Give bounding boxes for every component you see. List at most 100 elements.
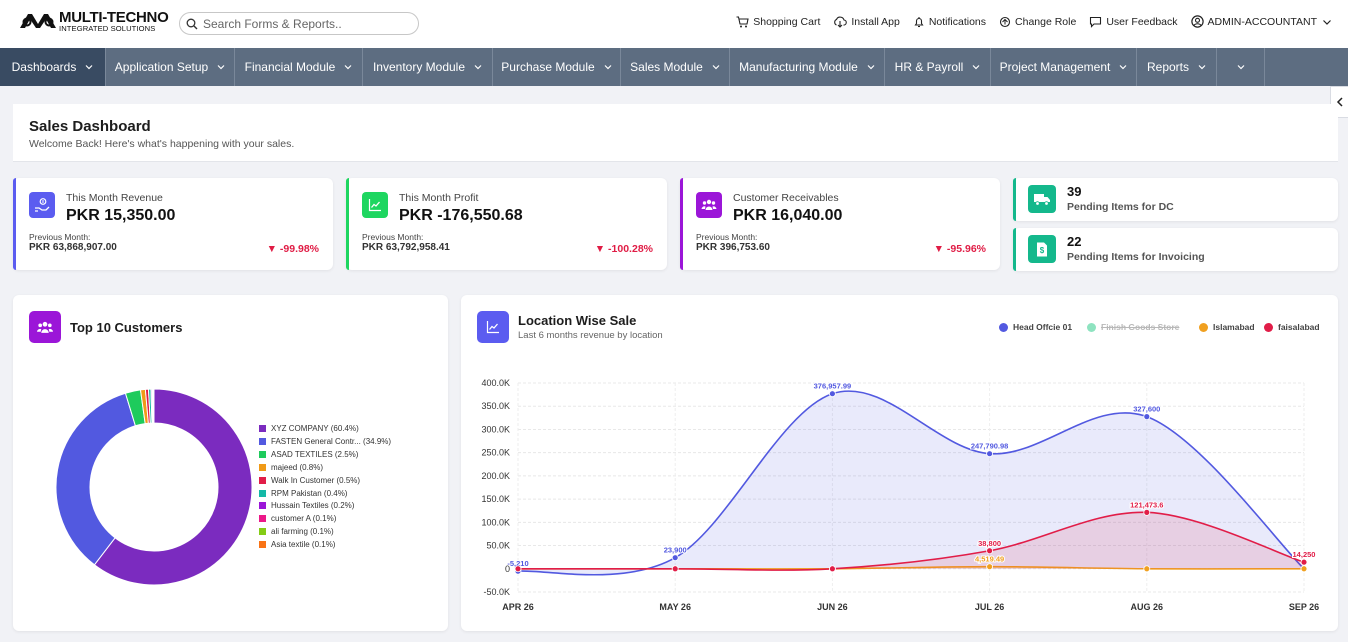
location-sale-chart[interactable]: -50.0K 0 50.0K 100.0K 150.0K 200.0K 250.0K 300.… [461,295,1338,631]
legend-item[interactable]: Hussain Textiles (0.2%) [259,501,354,510]
nav-application-setup[interactable]: Application Setup [106,48,235,86]
data-point[interactable] [1143,565,1151,573]
data-point[interactable] [1143,413,1151,421]
pending-invoicing-card[interactable]: $ 22 Pending Items for Invoicing [1013,228,1338,271]
install-app-label: Install App [851,15,900,28]
legend-item[interactable]: Finish Goods Store [1087,322,1179,332]
legend-item[interactable]: XYZ COMPANY (60.4%) [259,424,359,433]
legend-label: Head Offcie 01 [1013,322,1073,332]
change-role-link[interactable]: Change Role [999,16,1076,28]
nav-manufacturing-module[interactable]: Manufacturing Module [730,48,885,86]
customers-donut-chart[interactable] [43,380,283,600]
legend-label: faisalabad [1278,322,1320,332]
donut-slice[interactable] [152,388,155,424]
pending-dc-card[interactable]: 39 Pending Items for DC [1013,178,1338,221]
legend-swatch [259,541,266,549]
data-label: 23,900 [664,546,687,555]
data-point[interactable] [1300,565,1308,573]
data-point[interactable] [1143,508,1151,516]
legend-item[interactable]: ali farming (0.1%) [259,527,334,536]
search-input[interactable] [203,16,403,31]
kpi-accent-bar [346,178,349,270]
notifications-link[interactable]: Notifications [913,16,986,28]
nav-reports[interactable]: Reports [1137,48,1217,86]
change-role-label: Change Role [1015,15,1077,28]
nav-sales-module[interactable]: Sales Module [621,48,730,86]
install-app-link[interactable]: Install App [833,15,900,28]
chevron-down-icon [867,65,875,70]
data-point[interactable] [986,547,993,555]
nav-label: Sales Module [630,60,703,74]
data-point[interactable] [671,554,679,562]
data-point[interactable] [828,565,836,573]
legend-item[interactable]: Walk In Customer (0.5%) [259,476,360,485]
refresh-icon [999,16,1011,27]
legend-item[interactable]: FASTEN General Contr... (34.9%) [259,437,391,446]
user-menu[interactable]: ADMIN-ACCOUNTANT [1190,15,1336,28]
legend-item[interactable]: faisalabad [1264,322,1320,332]
logo-mark-icon [20,14,56,29]
cart-icon [736,15,749,27]
legend-item[interactable]: customer A (0.1%) [259,514,336,523]
y-tick-label: 250.0K [481,448,510,458]
x-tick-label: MAY 26 [659,602,691,612]
donut-slice[interactable] [93,388,253,586]
user-feedback-link[interactable]: User Feedback [1089,16,1178,28]
logo-name: MULTI-TECHNO [59,9,169,26]
series-line[interactable] [517,511,1305,571]
data-point[interactable] [828,390,836,398]
data-point[interactable] [986,450,993,458]
user-role-label: ADMIN-ACCOUNTANT [1207,15,1317,28]
legend-label: RPM Pakistan (0.4%) [271,488,348,498]
nav-purchase-module[interactable]: Purchase Module [493,48,621,86]
app-logo[interactable]: MULTI-TECHNO INTEGRATED SOLUTIONS [18,9,169,33]
legend-label: ali farming (0.1%) [271,527,334,537]
bell-icon [914,16,924,27]
search-box[interactable] [179,12,419,35]
legend-swatch [259,437,266,445]
legend-item[interactable]: Head Offcie 01 [999,322,1072,332]
legend-item[interactable]: ASAD TEXTILES (2.5%) [259,450,358,459]
data-point[interactable] [671,565,679,573]
shopping-cart-link[interactable]: Shopping Cart [736,16,820,28]
top-customers-card: Top 10 Customers XYZ COMPANY (60.4%) FAST… [13,295,448,631]
chevron-down-icon [217,65,225,70]
nav-label: Project Management [999,60,1111,74]
legend-swatch [259,476,266,484]
nav-dashboards[interactable]: Dashboards [0,48,106,86]
legend-item[interactable]: majeed (0.8%) [259,463,323,472]
kpi-prev-value: PKR 63,868,907.00 [29,242,117,253]
kpi-change: ▼ -100.28% [594,243,653,255]
data-point[interactable] [514,565,522,573]
x-tick-label: SEP 26 [1289,602,1319,612]
nav-label: HR & Payroll [894,60,964,74]
nav-project-management[interactable]: Project Management [991,48,1137,86]
y-tick-label: 300.0K [481,424,510,434]
legend-label: majeed (0.8%) [271,462,324,472]
data-label: 14,250 [1293,550,1316,559]
x-tick-label: AUG 26 [1131,602,1164,612]
notifications-label: Notifications [928,15,987,28]
card-title: Top 10 Customers [70,320,183,335]
legend-label: ASAD TEXTILES (2.5%) [271,449,359,459]
kpi-label: Customer Receivables [733,192,839,204]
data-point[interactable] [1300,558,1308,566]
data-label: 38,800 [978,539,1001,548]
nav-more[interactable] [1217,48,1265,86]
nav-financial-module[interactable]: Financial Module [235,48,363,86]
kpi-change: ▼ -99.98% [266,243,319,255]
kpi-prev-label: Previous Month: [362,232,424,242]
donut-slice[interactable] [55,392,136,566]
legend-item[interactable]: Islamabad [1199,322,1255,332]
kpi-label: This Month Profit [399,192,479,204]
y-tick-label: 150.0K [481,494,510,504]
legend-item[interactable]: Asia textile (0.1%) [259,540,335,549]
card-subtitle: Last 6 months revenue by location [518,330,663,341]
data-label: -5,210 [507,559,528,568]
nav-hr-payroll[interactable]: HR & Payroll [885,48,991,86]
svg-text:$: $ [1040,246,1045,255]
data-point[interactable] [986,563,993,571]
legend-label: Finish Goods Store [1101,322,1180,332]
nav-inventory-module[interactable]: Inventory Module [363,48,493,86]
legend-item[interactable]: RPM Pakistan (0.4%) [259,489,347,498]
